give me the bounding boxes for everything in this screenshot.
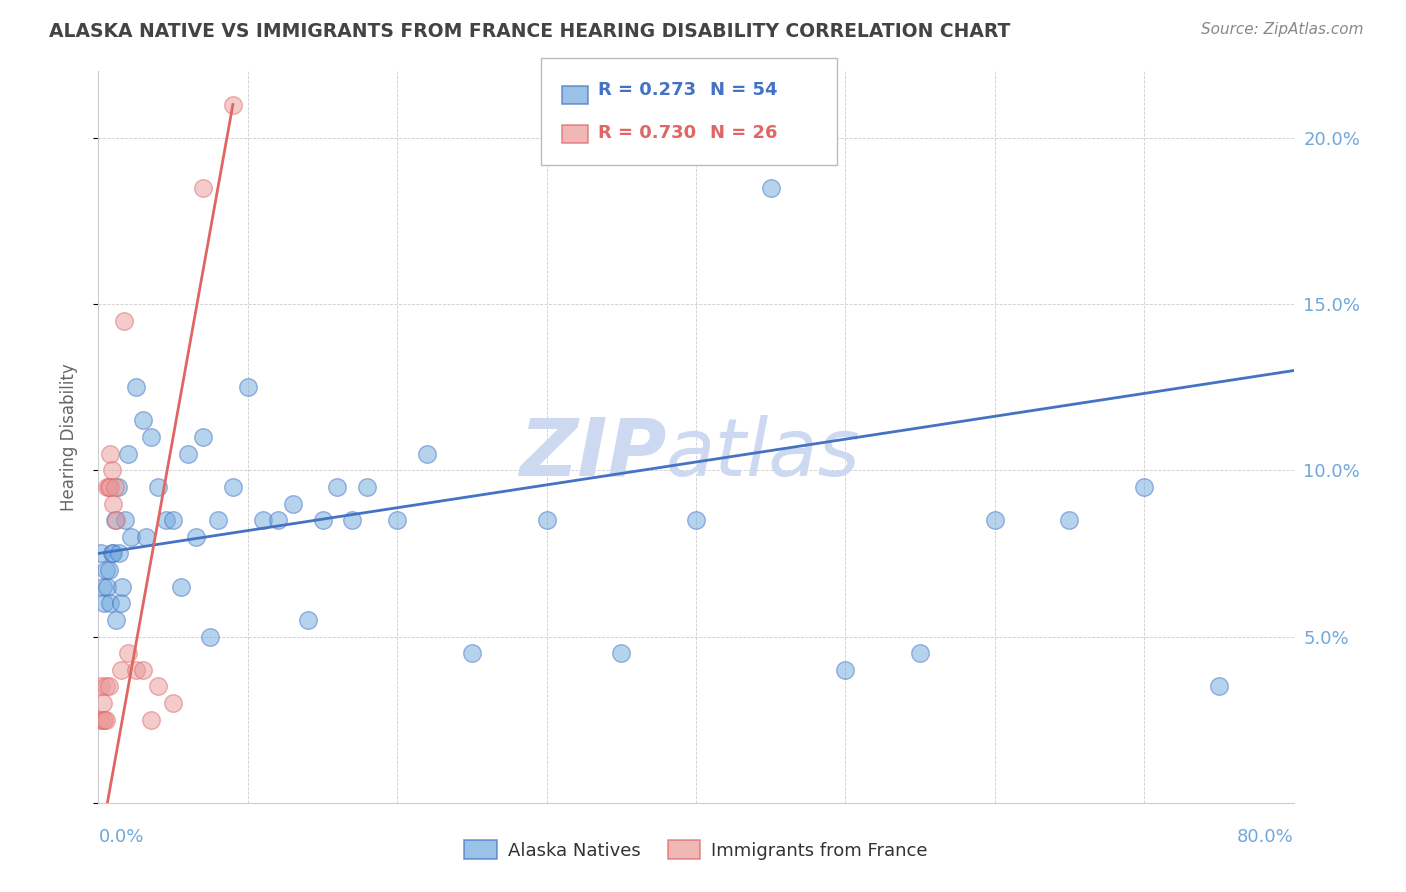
Text: Source: ZipAtlas.com: Source: ZipAtlas.com [1201, 22, 1364, 37]
Point [281, 497, 304, 511]
Point [89, 713, 111, 727]
Point [112, 314, 135, 328]
Point [108, 546, 131, 560]
Text: 0.0%: 0.0% [98, 828, 143, 846]
Point [155, 513, 177, 527]
Point [184, 530, 207, 544]
Text: ALASKA NATIVE VS IMMIGRANTS FROM FRANCE HEARING DISABILITY CORRELATION CHART: ALASKA NATIVE VS IMMIGRANTS FROM FRANCE … [49, 22, 1011, 41]
Point [117, 646, 139, 660]
Point [385, 513, 409, 527]
Point [222, 480, 245, 494]
Point [162, 513, 184, 527]
Point [91, 580, 114, 594]
Point [610, 646, 633, 660]
Point [148, 680, 170, 694]
Point [97, 563, 120, 577]
Point [98, 447, 122, 461]
Point [105, 513, 128, 527]
Point [908, 646, 931, 660]
Legend: Alaska Natives, Immigrants from France: Alaska Natives, Immigrants from France [457, 833, 935, 867]
Point [91, 713, 114, 727]
Point [94, 713, 117, 727]
Point [90, 546, 112, 560]
Point [93, 713, 115, 727]
Text: N = 26: N = 26 [710, 124, 778, 142]
Point [111, 580, 134, 594]
Point [120, 530, 142, 544]
Point [117, 447, 139, 461]
Text: 80.0%: 80.0% [1237, 828, 1294, 846]
Point [1133, 480, 1156, 494]
Point [461, 646, 484, 660]
Point [98, 480, 122, 494]
Point [97, 680, 120, 694]
Point [536, 513, 558, 527]
Point [200, 630, 222, 644]
Point [125, 380, 148, 394]
Point [984, 513, 1007, 527]
Text: ZIP: ZIP [519, 415, 666, 492]
Point [169, 580, 191, 594]
Point [236, 380, 259, 394]
Point [834, 663, 856, 677]
Point [139, 713, 162, 727]
Point [685, 513, 707, 527]
Point [207, 513, 229, 527]
Point [148, 480, 170, 494]
Point [177, 447, 200, 461]
Point [105, 613, 128, 627]
Point [326, 480, 349, 494]
Point [1208, 680, 1230, 694]
Point [132, 663, 155, 677]
Point [101, 463, 124, 477]
Point [1059, 513, 1081, 527]
Text: R = 0.273: R = 0.273 [598, 81, 696, 99]
Text: atlas: atlas [666, 415, 860, 492]
Point [135, 530, 157, 544]
Point [91, 696, 114, 710]
Point [162, 696, 184, 710]
Point [297, 613, 319, 627]
Point [132, 413, 155, 427]
Point [104, 480, 127, 494]
Point [114, 513, 136, 527]
Point [110, 663, 132, 677]
Point [98, 596, 122, 610]
Point [94, 680, 117, 694]
Point [103, 546, 125, 560]
Point [267, 513, 290, 527]
Point [311, 513, 333, 527]
Point [93, 596, 115, 610]
Point [104, 513, 127, 527]
Point [96, 580, 118, 594]
Point [103, 497, 125, 511]
Point [110, 596, 132, 610]
Point [107, 480, 129, 494]
Point [416, 447, 439, 461]
Point [101, 546, 124, 560]
Point [97, 480, 120, 494]
Point [96, 480, 118, 494]
Point [125, 663, 148, 677]
Point [139, 430, 162, 444]
Point [222, 97, 245, 112]
Point [759, 180, 782, 194]
Y-axis label: Hearing Disability: Hearing Disability [59, 363, 77, 511]
Text: R = 0.730: R = 0.730 [598, 124, 696, 142]
Point [342, 513, 364, 527]
Text: N = 54: N = 54 [710, 81, 778, 99]
Point [90, 680, 112, 694]
Point [356, 480, 378, 494]
Point [191, 180, 214, 194]
Point [252, 513, 274, 527]
Point [94, 563, 117, 577]
Point [191, 430, 214, 444]
